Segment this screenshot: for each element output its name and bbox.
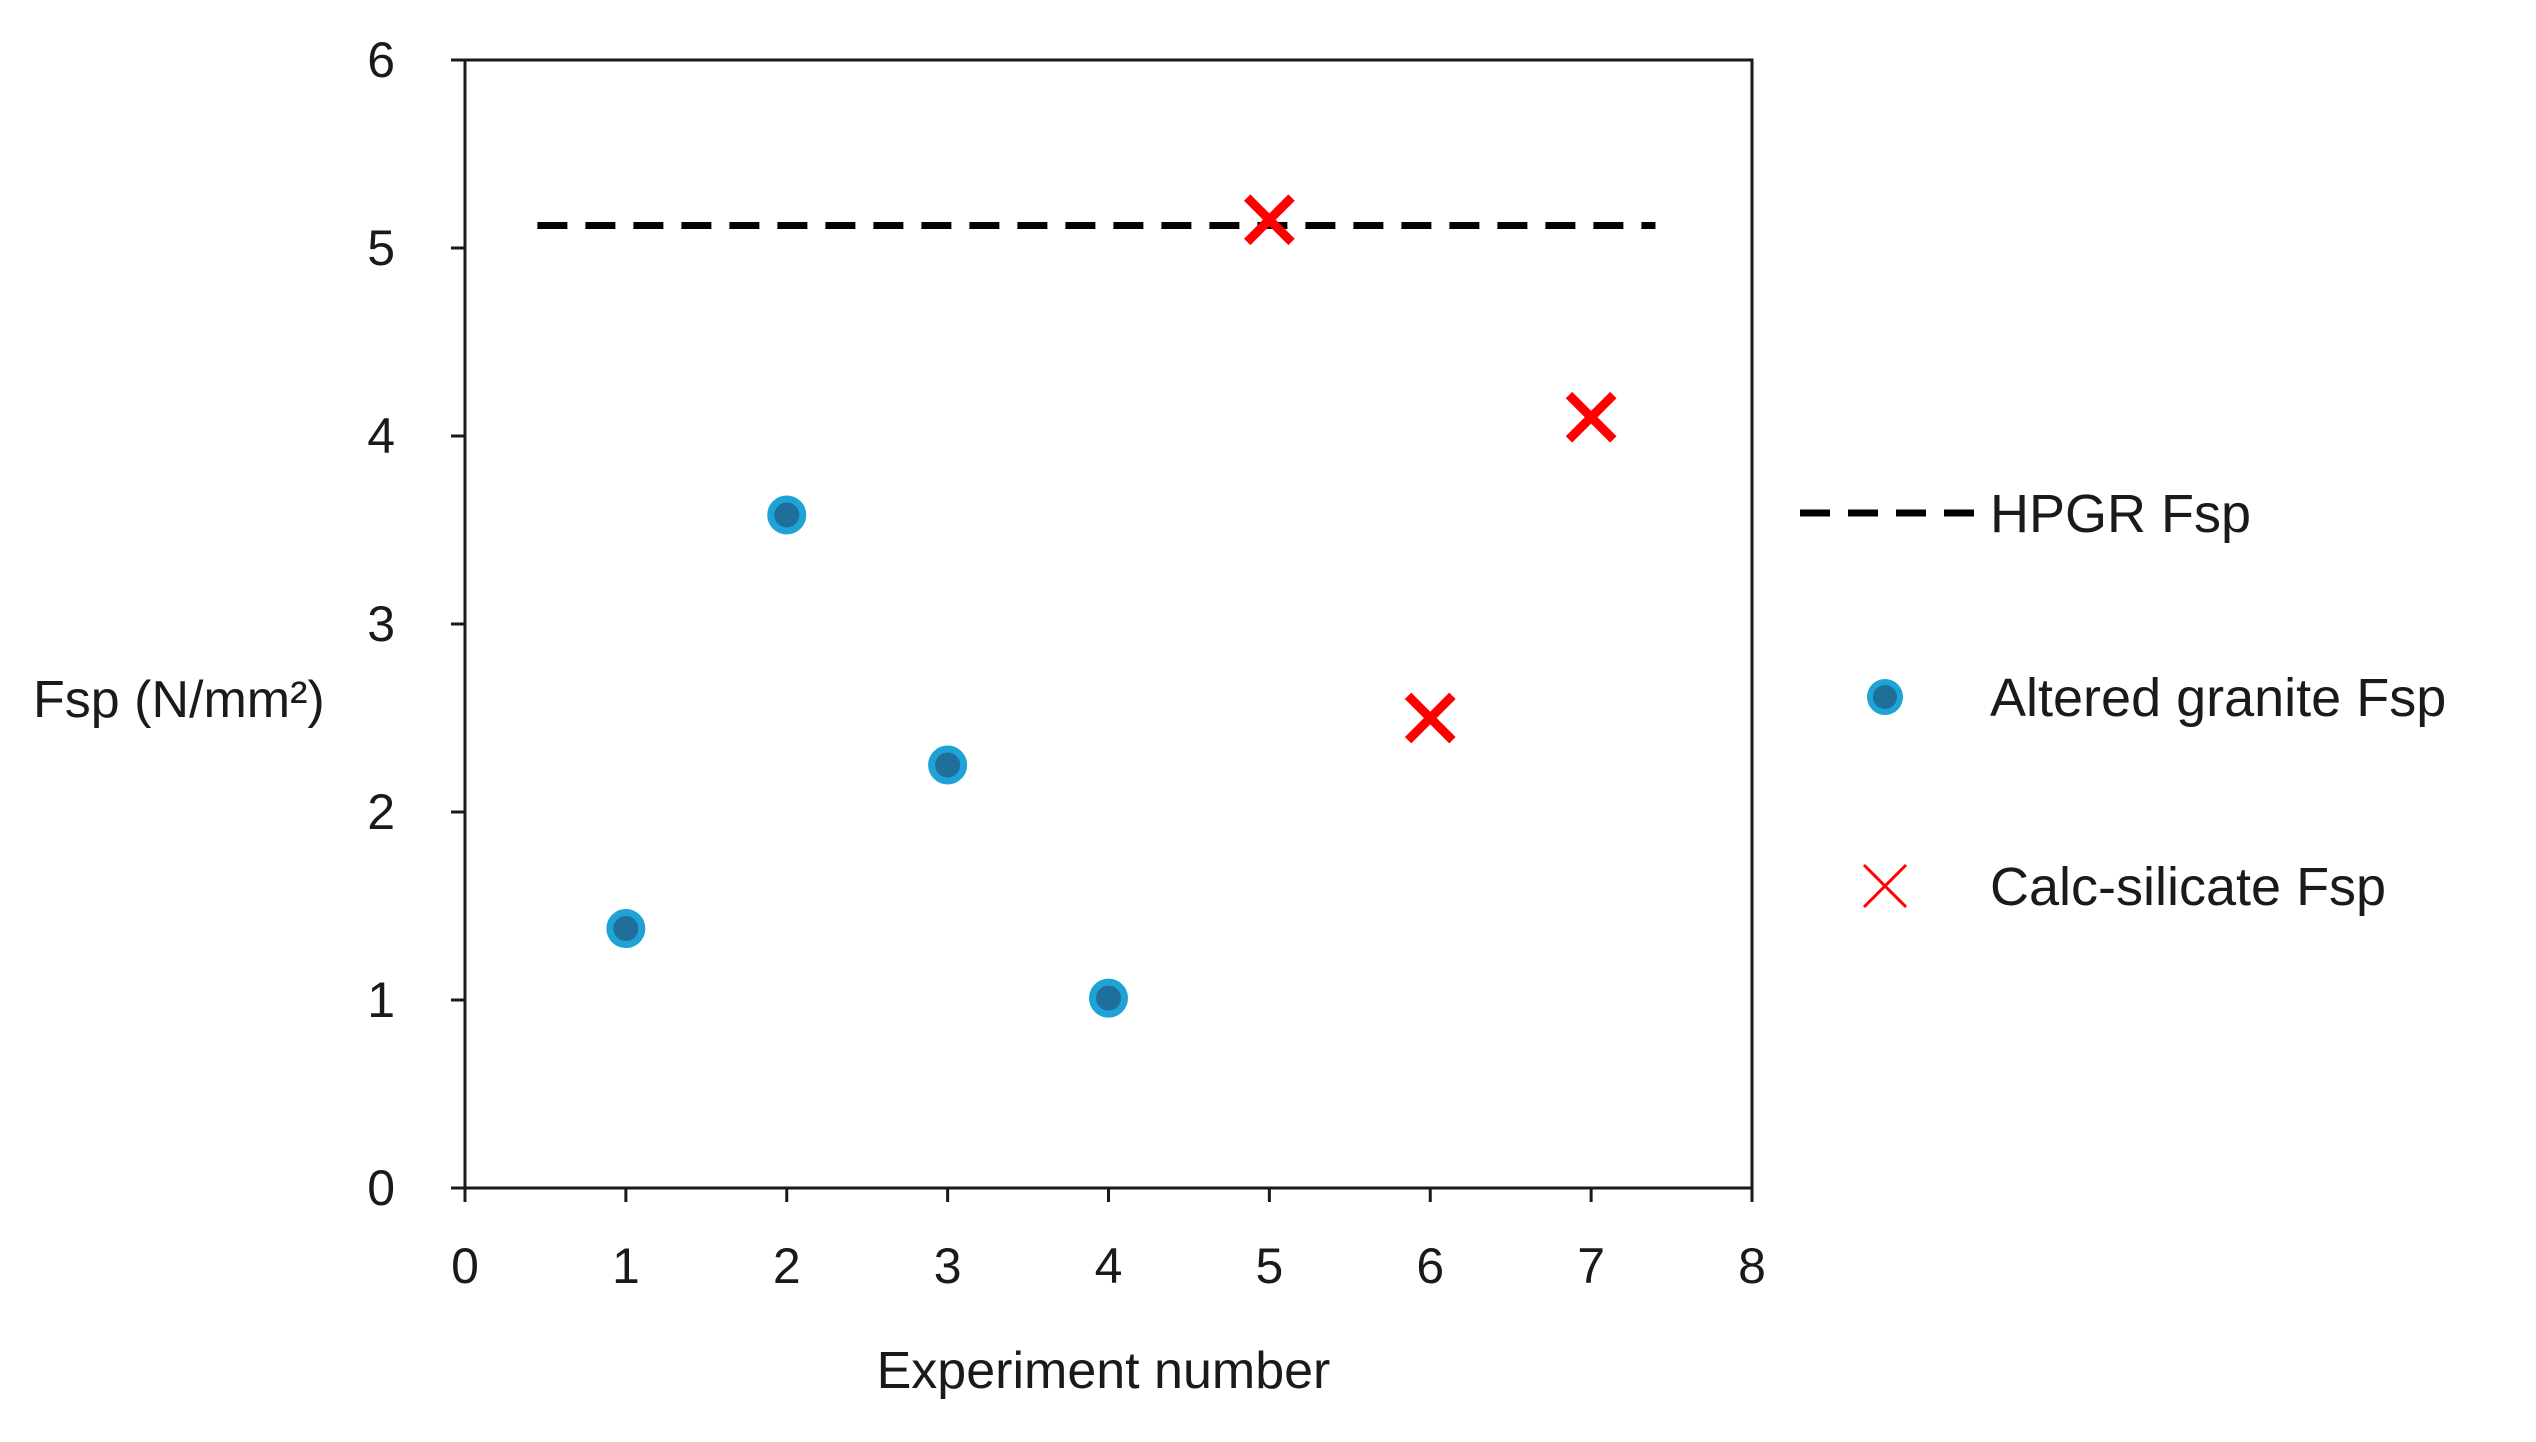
legend-label: Calc-silicate Fsp <box>1990 857 2386 917</box>
x-axis-title: Experiment number <box>877 1342 1331 1400</box>
y-axis-title: Fsp (N/mm²) <box>33 671 325 729</box>
x-tick-label: 1 <box>612 1238 640 1294</box>
granite-point <box>1089 978 1128 1018</box>
y-tick-label: 3 <box>367 596 395 652</box>
y-tick-label: 4 <box>367 408 395 464</box>
x-tick-label: 8 <box>1738 1238 1766 1294</box>
legend-label: Altered granite Fsp <box>1990 668 2446 728</box>
legend-x-stroke <box>1862 863 1908 909</box>
y-tick-label: 0 <box>367 1160 395 1216</box>
legend: HPGR Fsp Altered granite Fsp Calc-silicate… <box>1800 484 2446 917</box>
legend-label: HPGR Fsp <box>1990 484 2251 544</box>
y-tick-label: 5 <box>367 220 395 276</box>
plot-frame <box>463 58 1754 1190</box>
series-scatter-1 <box>606 495 1128 1018</box>
calc-silicate-point <box>1565 391 1617 443</box>
x-tick-label: 6 <box>1416 1238 1444 1294</box>
y-tick-label: 2 <box>367 784 395 840</box>
x-tick-label: 7 <box>1577 1238 1605 1294</box>
x-tick-label: 2 <box>773 1238 801 1294</box>
legend-circle-marker <box>1867 679 1903 715</box>
legend-x-marker <box>1862 863 1908 909</box>
plot-layer <box>463 58 1754 1190</box>
granite-point <box>606 909 646 949</box>
granite-point <box>928 745 968 785</box>
x-marker-stroke <box>1404 692 1456 744</box>
x-tick-label: 5 <box>1255 1238 1283 1294</box>
x-tick-label: 4 <box>1095 1238 1123 1294</box>
x-tick-label: 0 <box>451 1238 479 1294</box>
series-layer <box>537 194 1656 1018</box>
x-tick-label: 3 <box>934 1238 962 1294</box>
series-scatter-2 <box>1244 194 1617 744</box>
x-marker-stroke <box>1244 194 1295 246</box>
calc-silicate-point <box>1244 194 1295 246</box>
axes-layer: 0 1 2 3 4 5 6 7 8 0 1 2 3 4 5 6 <box>367 32 1766 1294</box>
calc-silicate-point <box>1404 692 1456 744</box>
granite-point <box>767 495 807 535</box>
x-marker-stroke <box>1565 391 1617 443</box>
y-tick-label: 1 <box>367 972 395 1028</box>
y-tick-label: 6 <box>367 32 395 88</box>
